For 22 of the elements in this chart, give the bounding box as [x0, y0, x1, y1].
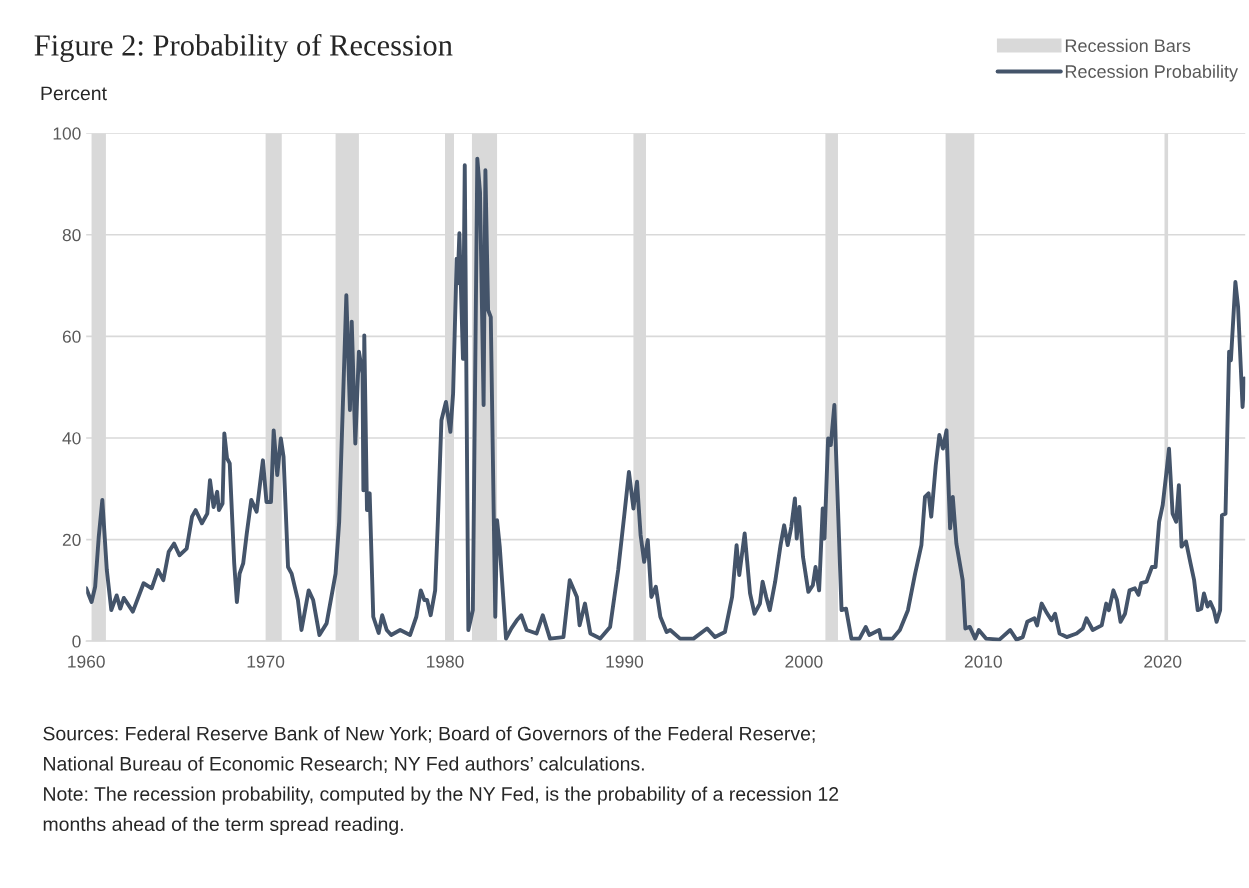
text: Note: The recession probability, computed by the NY Fed, is the probability of a recession 12 [44, 786, 839, 805]
source-note: Sources: Federal Reserve Bank of New York; Board of Governors of the Federal Reserve; [43, 726, 815, 743]
chart-title: Figure 2: Probability of Recession [34, 33, 453, 63]
x-tick-label: 1990 [606, 655, 644, 668]
y-tick-label: 100 [53, 127, 81, 140]
x-tick-label: 2010 [964, 655, 1002, 668]
y-tick-label: 0 [72, 635, 81, 648]
legend-label: Recession Bars [1065, 38, 1191, 53]
text: National Bureau of Economic Research; NY Fed authors’ calculations. [44, 756, 644, 773]
x-tick-label: 2000 [785, 655, 823, 668]
y-axis-title: Percent [41, 86, 107, 101]
x-tick-label: 1980 [427, 655, 464, 668]
y-tick-label: 80 [62, 228, 81, 242]
y-tick-label: 60 [62, 330, 81, 343]
x-tick-label: 1970 [247, 655, 285, 668]
x-tick-label: 1960 [68, 655, 105, 668]
y-tick-label: 40 [62, 432, 81, 445]
line-series [86, 156, 1246, 642]
text: months ahead of the term spread reading. [43, 816, 403, 835]
y-tick-label: 20 [62, 533, 81, 547]
legend-label: Recession Probability [1065, 64, 1238, 82]
x-tick-label: 2020 [1144, 655, 1182, 668]
